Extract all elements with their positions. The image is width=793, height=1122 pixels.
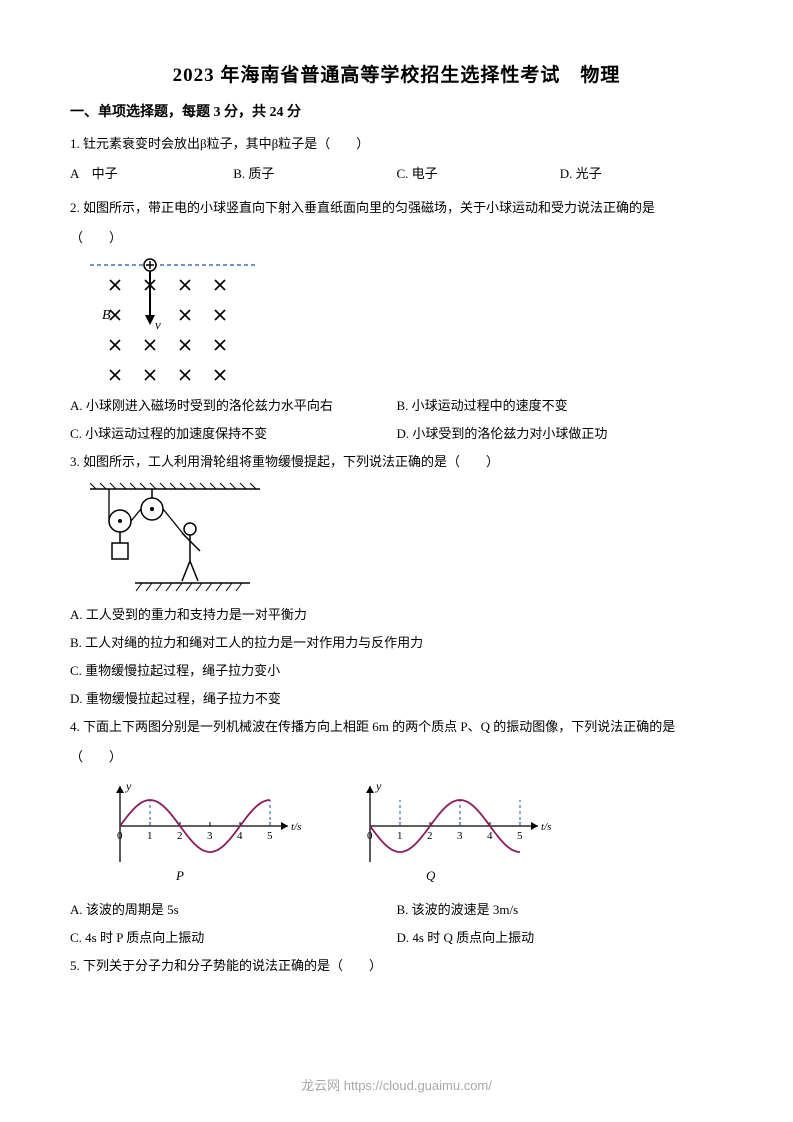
- svg-text:1: 1: [397, 830, 403, 842]
- q3-opt-a: A. 工人受到的重力和支持力是一对平衡力: [70, 602, 723, 628]
- q2-opt-a: A. 小球刚进入磁场时受到的洛伦兹力水平向右: [70, 393, 397, 419]
- q3-text: 3. 如图所示，工人利用滑轮组将重物缓慢提起，下列说法正确的是（ ）: [70, 449, 723, 475]
- q2-opt-b: B. 小球运动过程中的速度不变: [397, 393, 724, 419]
- svg-text:4: 4: [487, 830, 493, 842]
- q5-text: 5. 下列关于分子力和分子势能的说法正确的是（ ）: [70, 953, 723, 979]
- q1-opt-d: D. 光子: [560, 161, 723, 187]
- svg-text:0: 0: [117, 830, 123, 842]
- svg-text:B: B: [102, 308, 111, 323]
- svg-text:t/s: t/s: [541, 821, 551, 833]
- q3-options: A. 工人受到的重力和支持力是一对平衡力 B. 工人对绳的拉力和绳对工人的拉力是…: [70, 602, 723, 712]
- q3-opt-d: D. 重物缓慢拉起过程，绳子拉力不变: [70, 686, 723, 712]
- svg-text:v: v: [155, 317, 161, 332]
- q2-figure: B v: [90, 257, 723, 387]
- q2-options: A. 小球刚进入磁场时受到的洛伦兹力水平向右 B. 小球运动过程中的速度不变 C…: [70, 393, 723, 449]
- q4-chart-p: y t/s 0 1 2 3 4 5 P: [100, 776, 310, 891]
- svg-text:5: 5: [267, 830, 273, 842]
- page-title: 2023 年海南省普通高等学校招生选择性考试 物理: [70, 60, 723, 87]
- svg-text:y: y: [125, 779, 132, 793]
- svg-text:2: 2: [177, 830, 183, 842]
- q3-figure: [90, 481, 723, 596]
- svg-text:4: 4: [237, 830, 243, 842]
- q4-opt-b: B. 该波的波速是 3m/s: [397, 897, 724, 923]
- svg-text:P: P: [175, 868, 184, 883]
- q4-chart-q: y t/s 0 1 2 3 4 5 Q: [350, 776, 560, 891]
- section-heading: 一、单项选择题，每题 3 分，共 24 分: [70, 101, 723, 121]
- q1-opt-a: A 中子: [70, 161, 233, 187]
- q2-opt-c: C. 小球运动过程的加速度保持不变: [70, 421, 397, 447]
- q4-options: A. 该波的周期是 5s B. 该波的波速是 3m/s C. 4s 时 P 质点…: [70, 897, 723, 953]
- svg-text:2: 2: [427, 830, 433, 842]
- q2-text: 2. 如图所示，带正电的小球竖直向下射入垂直纸面向里的匀强磁场，关于小球运动和受…: [70, 195, 723, 221]
- q2-blank: （ ）: [70, 225, 723, 251]
- q4-blank: （ ）: [70, 744, 723, 770]
- svg-text:t/s: t/s: [291, 821, 301, 833]
- svg-text:3: 3: [207, 830, 213, 842]
- q3-opt-c: C. 重物缓慢拉起过程，绳子拉力变小: [70, 658, 723, 684]
- q3-opt-b: B. 工人对绳的拉力和绳对工人的拉力是一对作用力与反作用力: [70, 630, 723, 656]
- q1-opt-b: B. 质子: [233, 161, 396, 187]
- svg-text:0: 0: [367, 830, 373, 842]
- footer: 龙云网 https://cloud.guaimu.com/: [0, 1075, 793, 1094]
- q1-text: 1. 钍元素衰变时会放出β粒子，其中β粒子是（ ）: [70, 131, 723, 157]
- svg-text:Q: Q: [426, 868, 436, 883]
- q1-options: A 中子 B. 质子 C. 电子 D. 光子: [70, 161, 723, 187]
- q4-opt-a: A. 该波的周期是 5s: [70, 897, 397, 923]
- q4-opt-d: D. 4s 时 Q 质点向上振动: [397, 925, 724, 951]
- svg-text:1: 1: [147, 830, 153, 842]
- q2-opt-d: D. 小球受到的洛伦兹力对小球做正功: [397, 421, 724, 447]
- q4-opt-c: C. 4s 时 P 质点向上振动: [70, 925, 397, 951]
- svg-text:y: y: [375, 779, 382, 793]
- q1-opt-c: C. 电子: [397, 161, 560, 187]
- svg-text:3: 3: [457, 830, 463, 842]
- svg-text:5: 5: [517, 830, 523, 842]
- q4-text: 4. 下面上下两图分别是一列机械波在传播方向上相距 6m 的两个质点 P、Q 的…: [70, 714, 723, 740]
- q4-figure: y t/s 0 1 2 3 4 5 P y t/s 0 1 2 3 4 5 Q: [100, 776, 723, 891]
